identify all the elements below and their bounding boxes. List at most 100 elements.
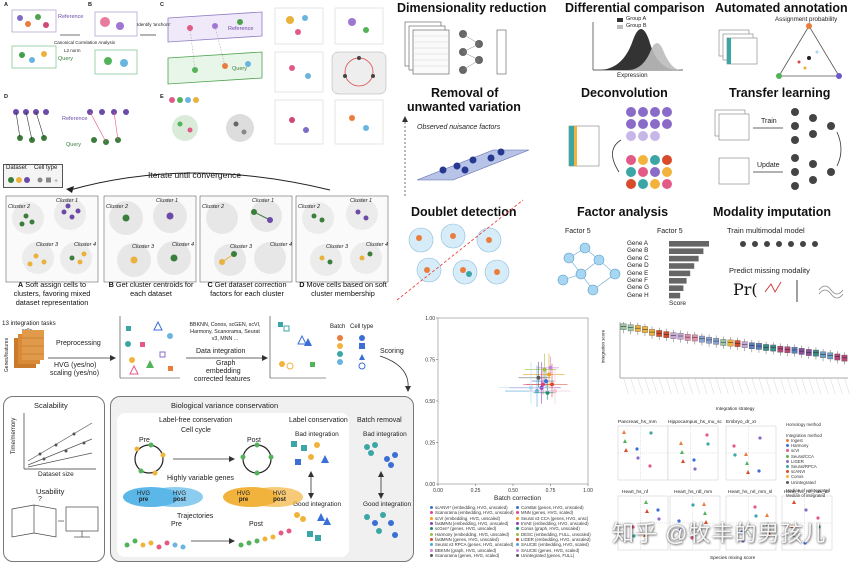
scatter-legend-entry: fastMNN (genes, HVG, unscaled) <box>430 537 514 542</box>
reference-label: Reference <box>58 14 84 20</box>
legend-label: scVI (embedding, HVG, unscaled) <box>435 515 500 521</box>
boxplot-xtick <box>794 377 800 395</box>
group-b-label: Group B <box>626 23 647 29</box>
boxplot-box <box>620 323 627 330</box>
boxplot-box <box>748 342 755 350</box>
legend-symbols: + <box>8 177 58 185</box>
svg-text:+: + <box>54 178 58 185</box>
gene-labels: Gene A Gene B Gene C Gene D Gene E Gene … <box>627 240 667 299</box>
diff-comp-title: Differential comparison <box>565 1 705 15</box>
gene-label: Gene E <box>627 269 649 277</box>
caption-c: C Get dataset correction factors for eac… <box>207 280 287 298</box>
boxplot-box <box>649 329 655 336</box>
legend-swatch <box>516 543 519 547</box>
sm-legend-entry: Seurat/RPCA <box>786 464 850 469</box>
legend-label: Conos (graph, HVG, unscaled) <box>521 526 580 532</box>
scoring-label: Scoring <box>380 348 404 355</box>
scatter-legend-entry: SAUCIE (embedding, HVG, scaled) <box>516 542 591 547</box>
y-tick-label: 0.75 <box>425 357 435 363</box>
scatter-legend-entry: DESC (embedding, FULL, unscaled) <box>516 531 591 537</box>
boxplot-box <box>727 339 734 347</box>
sm-point <box>631 525 635 529</box>
scatter-legend-entry: trVAE (embedding, HVG, unscaled) <box>516 521 591 526</box>
modality-title: Modality imputation <box>713 205 832 219</box>
boxplot-box <box>713 338 720 345</box>
legend-label: LIGER (embedding, HVG, unscaled) <box>521 536 591 542</box>
legend-label: DESC (embedding, FULL, unscaled) <box>521 531 591 537</box>
legend-label: Conos <box>791 474 804 480</box>
boxplot-xtick <box>780 377 786 395</box>
boxplot-box <box>734 340 741 347</box>
scatter-legend-entry: ComBat (genes, HVG, unscaled) <box>516 505 591 510</box>
pr-label: Pr( <box>733 280 758 299</box>
factor-score-bar <box>669 285 684 291</box>
legend-swatch <box>516 553 519 557</box>
legend-swatch <box>430 548 433 552</box>
factor-score-bar <box>669 292 681 299</box>
legend-swatch <box>786 454 789 458</box>
sm-point <box>692 458 696 462</box>
boxplot-box <box>827 352 834 360</box>
sm-title-5: Heart_hs_rdl_mm <box>674 490 713 495</box>
sm-point <box>690 536 694 540</box>
gene-label: Gene C <box>627 254 649 262</box>
bad-int-label: Bad integration <box>295 431 339 438</box>
seurat-anchor-illustration <box>11 7 387 145</box>
sm-point <box>740 530 744 534</box>
sm-legend-items: Ingest Harmony scVI Seurat/CCA LIGER Seurat/R… <box>786 438 850 485</box>
sm-point <box>635 447 639 451</box>
sm-point <box>679 441 683 445</box>
boxplot-box <box>741 341 748 348</box>
hvg-post-a: HVG post <box>173 491 187 503</box>
hvg-pre-a: HVG pre <box>137 491 151 503</box>
sm-point <box>643 533 647 537</box>
removal-title-2: unwanted variation <box>407 100 521 114</box>
scatter-legend-entry: Unintegrated (genes, FULL) <box>516 553 591 558</box>
sm-legend-title: Integration method <box>786 433 822 438</box>
sm-point <box>703 511 707 515</box>
sm-point <box>792 500 796 504</box>
boxplot-xlabel: Integration strategy <box>716 406 755 411</box>
scalability-title: Scalability <box>34 401 68 410</box>
sm-point <box>758 436 762 440</box>
sm-point <box>636 456 640 460</box>
sm-point <box>733 453 737 457</box>
sm-title-4: Heart_hs_nf <box>622 490 649 495</box>
sm-point <box>757 469 761 473</box>
scatter-point <box>548 365 553 370</box>
gene-label: Gene F <box>627 277 648 285</box>
sm-title-7: Heart_hs_nrl_mm_dl <box>784 490 829 495</box>
sm-point <box>691 503 695 507</box>
cluster3-label-a: Cluster 3 <box>36 242 59 248</box>
sm-median-note2: Median of integrated <box>786 492 826 498</box>
sm-legend-entry: scANVI <box>786 469 850 474</box>
panel-label-b: B <box>88 2 92 8</box>
sm-point <box>765 513 769 517</box>
boxplot-xtick <box>758 377 765 395</box>
x-tick-label: 0.25 <box>471 488 481 494</box>
task-grid: Dimensionality reduction Differential co… <box>393 0 853 307</box>
boxplot-box <box>634 325 641 332</box>
boxplot-chart: Integration score Integration strategy <box>600 314 853 414</box>
legend-label: ComBat (genes, HVG, unscaled) <box>521 505 584 511</box>
boxplot-xtick <box>630 377 636 395</box>
query-plane-label: Query <box>232 66 247 72</box>
sm-point <box>741 539 745 543</box>
legend-label: Scanorama (genes, HVG, scaled) <box>435 552 500 558</box>
boxplot-xtick <box>822 377 829 395</box>
benchmark-pipeline: 13 integration tasks cells Genes/feature… <box>0 312 420 392</box>
legend-swatch <box>516 537 519 541</box>
label-free-title: Label-free conservation <box>159 417 233 424</box>
cluster3-label-d: Cluster 3 <box>326 244 349 250</box>
boxplot-xtick <box>830 377 836 395</box>
label-cons-title: Label conservation <box>289 417 348 424</box>
legend-label: Seurat v3 RPCA (genes, HVG, unscaled) <box>435 542 514 548</box>
methods-label: BBKNN, Conos, scGEN, scVI, Harmony, Scan… <box>189 322 261 342</box>
legend-swatch <box>430 527 433 531</box>
legend-swatch <box>516 511 519 515</box>
factor-title: Factor analysis <box>577 205 669 219</box>
boxplot-xtick <box>637 377 643 395</box>
sm-homology-title: Homology method <box>786 422 821 427</box>
legend-swatch <box>516 516 519 520</box>
boxplot-xtick <box>723 377 729 395</box>
